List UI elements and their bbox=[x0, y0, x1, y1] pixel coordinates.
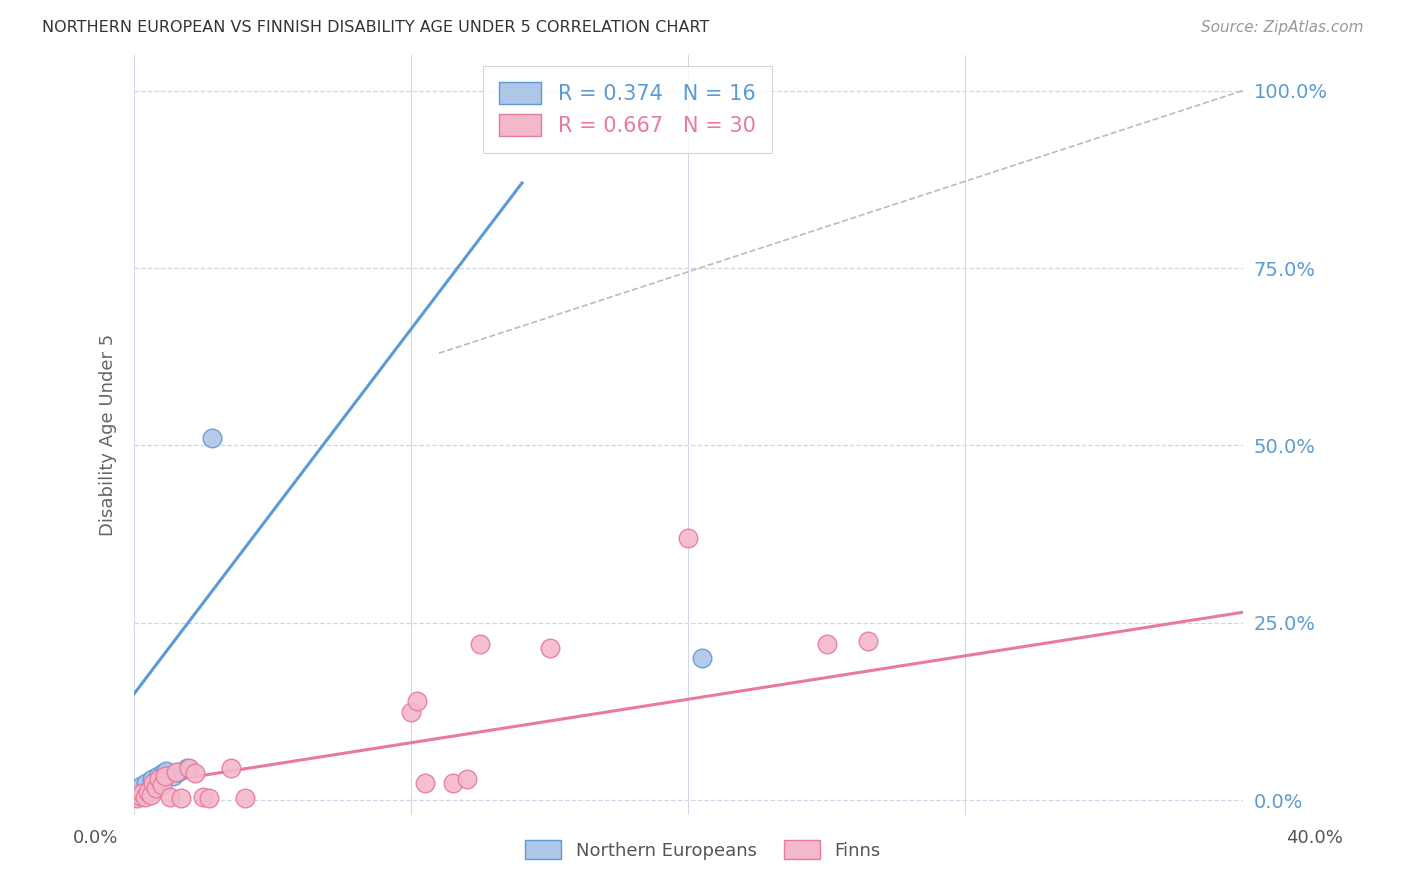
Text: 40.0%: 40.0% bbox=[1286, 829, 1343, 847]
Point bbox=[233, 791, 256, 805]
Point bbox=[125, 791, 148, 805]
Point bbox=[815, 637, 838, 651]
Point bbox=[135, 775, 157, 789]
Point bbox=[184, 766, 207, 780]
Point bbox=[139, 788, 162, 802]
Point bbox=[405, 694, 427, 708]
Point bbox=[150, 778, 173, 792]
Text: 0.0%: 0.0% bbox=[73, 829, 118, 847]
Legend: Northern Europeans, Finns: Northern Europeans, Finns bbox=[517, 833, 889, 867]
Point bbox=[146, 768, 169, 782]
Point bbox=[193, 789, 215, 804]
Point bbox=[134, 789, 156, 804]
Point bbox=[179, 761, 201, 775]
Legend: R = 0.374   N = 16, R = 0.667   N = 30: R = 0.374 N = 16, R = 0.667 N = 30 bbox=[482, 65, 772, 153]
Point bbox=[413, 775, 436, 789]
Point bbox=[128, 789, 150, 803]
Point bbox=[141, 772, 163, 786]
Point bbox=[138, 782, 160, 797]
Point bbox=[176, 761, 198, 775]
Point bbox=[159, 789, 181, 804]
Point bbox=[538, 640, 561, 655]
Point bbox=[136, 785, 159, 799]
Point bbox=[167, 764, 190, 779]
Point bbox=[201, 431, 224, 445]
Point bbox=[441, 775, 464, 789]
Point bbox=[198, 791, 221, 805]
Point bbox=[153, 768, 176, 782]
Point bbox=[690, 651, 713, 665]
Point bbox=[143, 779, 166, 793]
Point bbox=[219, 761, 242, 775]
Point bbox=[858, 633, 880, 648]
Point bbox=[162, 768, 184, 782]
Point bbox=[152, 766, 174, 780]
Point bbox=[165, 764, 187, 779]
Point bbox=[132, 785, 155, 799]
Point bbox=[148, 772, 170, 786]
Text: Source: ZipAtlas.com: Source: ZipAtlas.com bbox=[1201, 20, 1364, 35]
Point bbox=[149, 773, 172, 788]
Point bbox=[470, 637, 492, 651]
Point bbox=[129, 779, 152, 793]
Point bbox=[145, 780, 167, 795]
Point bbox=[456, 772, 478, 786]
Point bbox=[399, 705, 422, 719]
Y-axis label: Disability Age Under 5: Disability Age Under 5 bbox=[100, 334, 117, 536]
Point bbox=[142, 775, 165, 789]
Point bbox=[170, 791, 193, 805]
Point bbox=[678, 531, 700, 545]
Text: NORTHERN EUROPEAN VS FINNISH DISABILITY AGE UNDER 5 CORRELATION CHART: NORTHERN EUROPEAN VS FINNISH DISABILITY … bbox=[42, 20, 710, 35]
Point bbox=[131, 786, 153, 800]
Point bbox=[127, 788, 149, 802]
Point bbox=[155, 764, 177, 778]
